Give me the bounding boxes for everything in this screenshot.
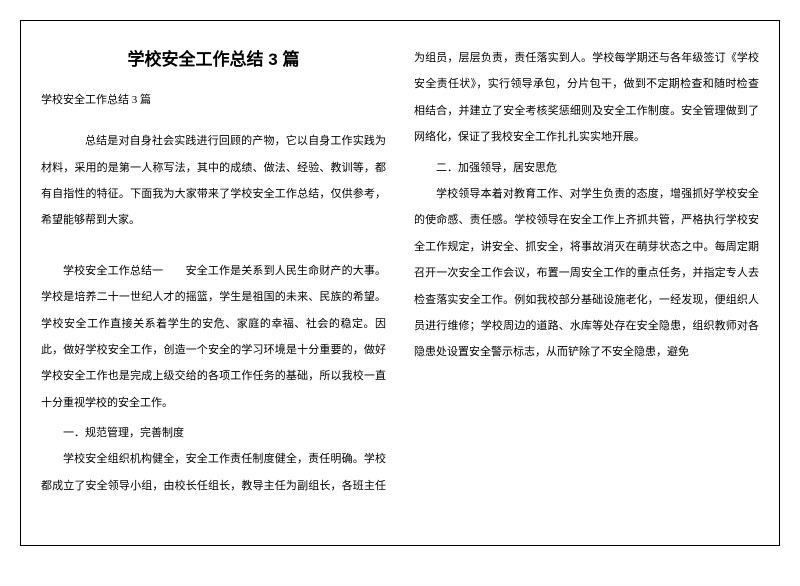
- section-heading-2: 二．加强领导，居安思危: [414, 155, 759, 181]
- spacer: [41, 238, 386, 258]
- body-paragraph-1: 学校安全工作总结一 安全工作是关系到人民生命财产的大事。学校是培养二十一世纪人才…: [41, 258, 386, 416]
- document-subtitle: 学校安全工作总结 3 篇: [41, 88, 386, 112]
- document-page: 学校安全工作总结 3 篇 学校安全工作总结 3 篇 总结是对自身社会实践进行回顾…: [20, 20, 780, 546]
- section-heading-1: 一．规范管理，完善制度: [41, 420, 386, 446]
- intro-paragraph: 总结是对自身社会实践进行回顾的产物，它以自身工作实践为材料，采用的是第一人称写法…: [41, 128, 386, 234]
- document-title: 学校安全工作总结 3 篇: [41, 45, 386, 70]
- body-paragraph-3: 学校领导本着对教育工作、对学生负责的态度，增强抓好学校安全的使命感、责任感。学校…: [414, 181, 759, 366]
